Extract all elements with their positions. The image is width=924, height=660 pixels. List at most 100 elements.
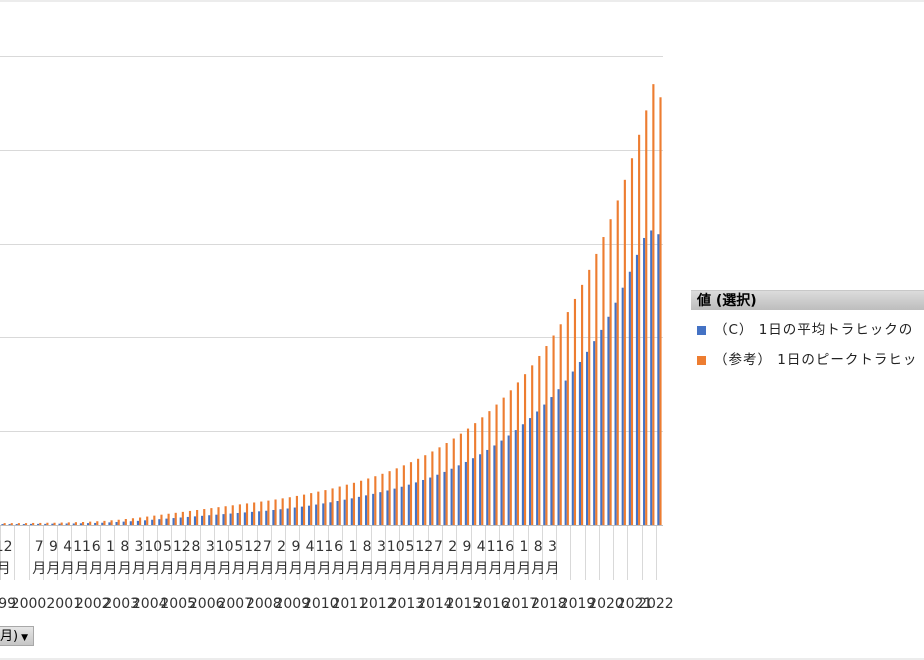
bar-average (436, 474, 439, 525)
bar-average (58, 523, 61, 525)
bar-peak (131, 518, 135, 525)
month-suffix-label: 月 (317, 561, 331, 577)
bars (1, 84, 662, 526)
bar-peak (367, 478, 370, 525)
month-tick-label: 9 (49, 539, 58, 555)
year-tick-label: 2016 (474, 596, 510, 612)
bar-average (464, 461, 467, 525)
bar-average (108, 522, 111, 525)
bar-peak (67, 522, 70, 525)
bar-peak (352, 482, 356, 525)
year-tick-label: 2002 (75, 596, 111, 612)
bar-average (429, 477, 432, 525)
month-suffix-label: 月 (189, 561, 203, 577)
bar-peak (10, 523, 13, 525)
bar-peak (438, 447, 441, 525)
month-tick-label: 12 (173, 539, 191, 555)
month-suffix-label: 月 (389, 561, 403, 577)
year-tick-label: 2001 (46, 596, 82, 612)
bar-average (193, 516, 197, 525)
bar-average (471, 458, 475, 525)
bar-peak (616, 200, 619, 525)
bar-average (208, 515, 211, 525)
bar-peak (388, 471, 391, 525)
month-tick-label: 9 (291, 539, 300, 555)
bar-average (379, 492, 382, 525)
month-suffix-label: 月 (104, 561, 118, 577)
month-labels: 12月7月9月4月11月6月1月8月3月10月5月12月8月3月10月5月12月… (0, 539, 560, 577)
bar-average (386, 490, 389, 525)
month-tick-label: 5 (234, 539, 243, 555)
bar-average (336, 500, 339, 525)
bar-average (186, 516, 189, 525)
bar-average (635, 254, 639, 526)
bar-peak (196, 509, 199, 525)
bar-peak (431, 451, 434, 525)
bar-average (443, 471, 446, 525)
bar-average (507, 435, 510, 525)
bar-peak (295, 495, 298, 525)
bar-average (201, 515, 204, 525)
bar-peak (153, 515, 156, 525)
bar-peak (459, 433, 462, 525)
bar-average (329, 502, 332, 525)
bar-average (151, 519, 154, 525)
month-tick-label: 3 (548, 539, 557, 555)
bar-average (22, 524, 25, 525)
bar-average (279, 509, 282, 525)
bar-average (286, 508, 289, 525)
bar-peak (566, 312, 569, 525)
bar-peak (224, 506, 227, 525)
bar-peak (167, 513, 170, 525)
legend-title[interactable]: 値 (選択) (691, 290, 924, 310)
bar-peak (124, 519, 127, 525)
bar-average (272, 509, 275, 525)
bar-average (144, 520, 147, 525)
bar-average (72, 523, 75, 525)
bar-peak (103, 520, 106, 525)
month-tick-label: 11 (315, 539, 333, 555)
bar-average (322, 503, 325, 525)
month-tick-label: 3 (377, 539, 386, 555)
bar-peak (395, 468, 398, 525)
bar-peak (552, 335, 555, 525)
bar-average (479, 454, 482, 525)
bar-average (293, 507, 296, 525)
bar-average (222, 514, 225, 525)
bar-average (400, 486, 403, 525)
bar-average (129, 521, 132, 525)
bar-peak (81, 522, 85, 525)
month-suffix-label: 月 (374, 561, 388, 577)
bar-peak (481, 417, 484, 525)
year-tick-label: 2014 (417, 596, 453, 612)
bar-average (101, 522, 104, 525)
month-tick-label: 10 (387, 539, 405, 555)
month-tick-label: 3 (135, 539, 144, 555)
month-tick-label: 10 (216, 539, 234, 555)
month-tick-label: 12 (0, 539, 13, 555)
bar-peak (117, 519, 120, 525)
bar-average (643, 237, 646, 525)
year-tick-label: 2000 (11, 596, 47, 612)
year-tick-label: 2015 (446, 596, 482, 612)
month-tick-label: 6 (505, 539, 514, 555)
month-suffix-label: 月 (403, 561, 417, 577)
month-suffix-label: 月 (417, 561, 431, 577)
month-tick-label: 8 (534, 539, 543, 555)
bar-average (393, 488, 396, 525)
axis-filter-button[interactable]: 月) ▼ (0, 626, 34, 646)
bar-average (172, 518, 175, 525)
month-suffix-label: 月 (246, 561, 260, 577)
year-tick-label: 2003 (103, 596, 139, 612)
month-tick-label: 6 (92, 539, 101, 555)
month-suffix-label: 月 (332, 561, 346, 577)
bar-average (315, 504, 318, 525)
bar-peak (210, 508, 213, 525)
bar-peak (181, 511, 184, 525)
bar-peak (53, 522, 56, 525)
bar-average (414, 482, 418, 525)
bar-average (300, 506, 303, 525)
bar-average (265, 510, 268, 525)
month-tick-label: 12 (244, 539, 262, 555)
bar-peak (3, 523, 6, 525)
